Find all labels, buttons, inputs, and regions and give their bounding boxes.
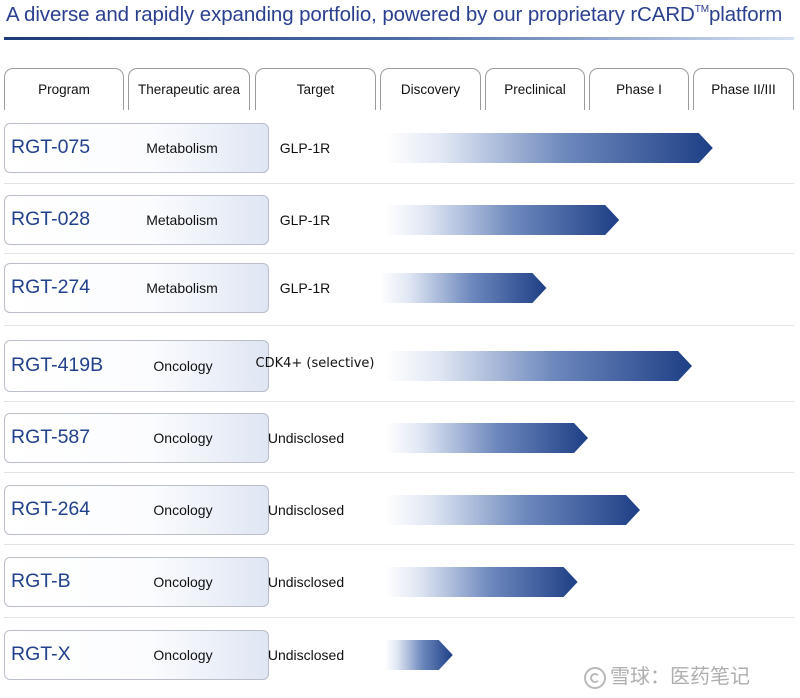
progress-bar-rgt-075 [385, 133, 713, 163]
page-title: A diverse and rapidly expanding portfoli… [6, 3, 782, 27]
program-name: RGT-075 [11, 136, 91, 158]
progress-bar-rgt-028 [385, 205, 620, 235]
row-separator [4, 183, 794, 184]
progress-bar-rgt-b [385, 567, 578, 597]
row-separator [4, 253, 794, 254]
row-separator [4, 544, 794, 545]
row-separator [4, 325, 794, 326]
program-name: RGT-028 [11, 208, 91, 230]
column-header-phase-2-3: Phase II/III [693, 68, 794, 110]
title-end: platform [708, 3, 783, 26]
target: CDK4+ (selective) [255, 356, 375, 371]
watermark-text: 雪球：医药笔记 [610, 664, 750, 688]
therapeutic-area: Metabolism [146, 212, 218, 228]
target: GLP-1R [279, 140, 331, 156]
therapeutic-area: Oncology [153, 430, 213, 446]
program-row-rgt-264 [4, 485, 269, 535]
watermark: 雪球：医药笔记 [584, 660, 750, 689]
program-row-rgt-419b [4, 340, 269, 392]
progress-bar-rgt-x [385, 640, 453, 670]
row-separator [4, 617, 794, 618]
progress-bar-rgt-264 [385, 495, 640, 525]
program-row-rgt-075 [4, 123, 269, 173]
progress-bar-rgt-419b [385, 351, 692, 381]
therapeutic-area: Oncology [153, 574, 213, 590]
target: GLP-1R [279, 212, 331, 228]
therapeutic-area: Oncology [153, 358, 213, 374]
column-header-therapeutic-area: Therapeutic area [128, 68, 250, 110]
target: Undisclosed [267, 502, 345, 518]
column-header-phase-1: Phase I [589, 68, 689, 110]
program-name: RGT-419B [11, 354, 104, 376]
title-text: A diverse and rapidly expanding portfoli… [6, 3, 695, 26]
title-trademark: TM [694, 4, 709, 15]
therapeutic-area: Metabolism [146, 140, 218, 156]
therapeutic-area: Oncology [153, 647, 213, 663]
column-header-preclinical: Preclinical [485, 68, 585, 110]
program-row-rgt-587 [4, 413, 269, 463]
program-row-rgt-274 [4, 263, 269, 313]
therapeutic-area: Oncology [153, 502, 213, 518]
target: Undisclosed [267, 574, 345, 590]
program-name: RGT-B [11, 570, 71, 592]
program-name: RGT-274 [11, 276, 91, 298]
column-header-target: Target [255, 68, 376, 110]
snowball-logo-icon [584, 666, 606, 689]
program-row-rgt-x [4, 630, 269, 680]
title-rule [4, 37, 794, 40]
progress-bar-rgt-587 [385, 423, 588, 453]
column-header-discovery: Discovery [380, 68, 481, 110]
row-separator [4, 401, 794, 402]
progress-bar-rgt-274 [380, 273, 547, 303]
target: Undisclosed [267, 430, 345, 446]
program-row-rgt-028 [4, 195, 269, 245]
therapeutic-area: Metabolism [146, 280, 218, 296]
target: Undisclosed [267, 647, 345, 663]
column-header-program: Program [4, 68, 124, 110]
row-separator [4, 472, 794, 473]
program-row-rgt-b [4, 557, 269, 607]
program-name: RGT-264 [11, 498, 91, 520]
program-name: RGT-X [11, 643, 71, 665]
program-name: RGT-587 [11, 426, 91, 448]
target: GLP-1R [279, 280, 331, 296]
